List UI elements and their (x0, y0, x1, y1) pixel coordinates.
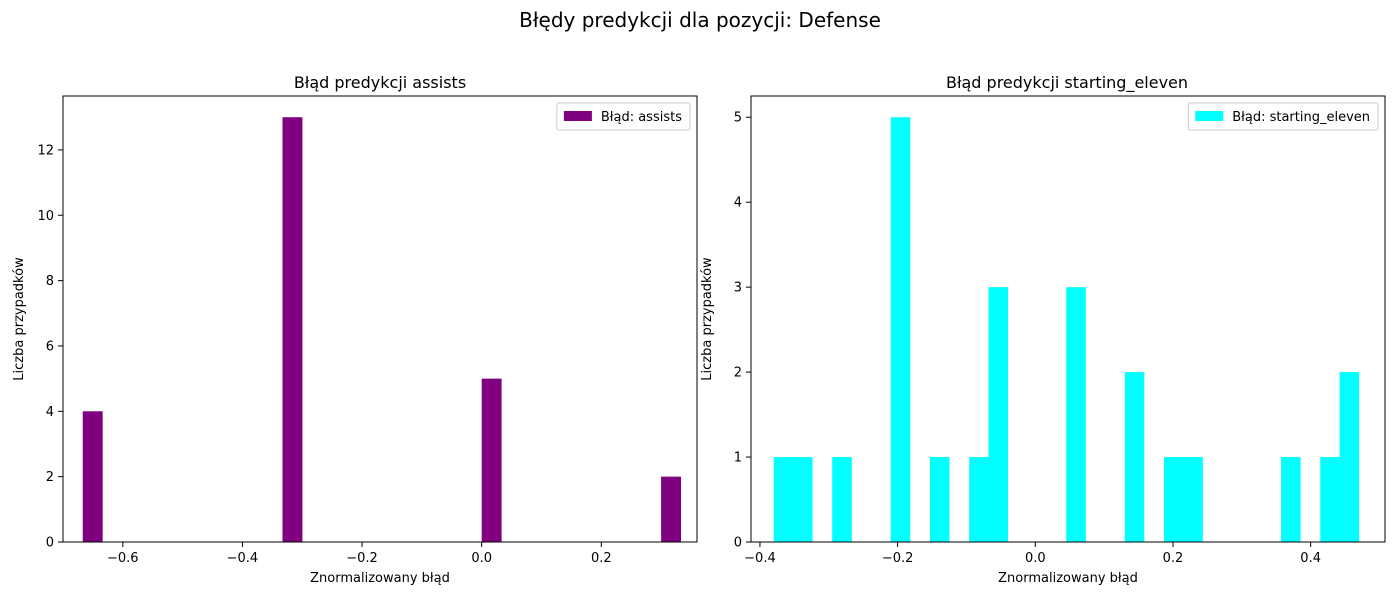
y-tick-label: 12 (37, 143, 54, 158)
subplot-title: Błąd predykcji assists (294, 73, 466, 92)
y-axis-label: Liczba przypadków (12, 257, 27, 381)
histogram-bar (1281, 457, 1301, 542)
histogram-bar (929, 457, 950, 542)
y-tick-label: 10 (37, 209, 54, 224)
x-tick-label: −0.2 (882, 551, 914, 566)
subplot-title: Błąd predykcji starting_eleven (946, 73, 1188, 93)
histogram-bar (832, 457, 852, 542)
legend-swatch (563, 111, 592, 121)
histogram-bar (82, 411, 103, 542)
bar-group (82, 117, 682, 542)
subplot-assists: Błąd predykcji assists −0.6 −0.4 −0.2 0.0 0.… (12, 73, 698, 586)
legend-frame (1187, 102, 1379, 131)
y-tick-label: 2 (734, 366, 742, 381)
y-axis-ticks: 0 1 2 3 4 5 (734, 111, 751, 551)
histogram-bar (969, 457, 989, 542)
y-tick-label: 4 (46, 405, 54, 420)
x-axis-ticks: −0.6 −0.4 −0.2 0.0 0.2 (107, 542, 612, 566)
x-axis-label: Znormalizowany błąd (310, 571, 450, 586)
x-tick-label: −0.6 (107, 551, 139, 566)
y-tick-label: 3 (734, 281, 742, 296)
y-tick-label: 8 (46, 274, 54, 289)
plot-frame (750, 95, 1386, 543)
histogram-bar (890, 117, 911, 542)
legend: Błąd: assists (556, 102, 691, 131)
legend-frame (556, 102, 691, 131)
histogram-bar (1124, 372, 1145, 542)
x-tick-label: 0.2 (1163, 551, 1184, 566)
x-tick-label: 0.0 (471, 551, 492, 566)
y-axis-label: Liczba przypadków (700, 257, 715, 381)
legend-swatch (1195, 111, 1224, 121)
bar-group (773, 117, 1360, 542)
x-tick-label: −0.4 (744, 551, 776, 566)
histogram-bar (773, 457, 794, 542)
y-tick-label: 5 (734, 111, 742, 126)
legend-label: Błąd: assists (601, 110, 682, 125)
y-tick-label: 0 (46, 536, 54, 551)
histogram-bar (1320, 457, 1340, 542)
y-tick-label: 6 (46, 339, 54, 354)
histogram-bar (1339, 372, 1360, 542)
x-tick-label: 0.0 (1025, 551, 1046, 566)
histogram-bar (1164, 457, 1184, 542)
legend: Błąd: starting_eleven (1187, 102, 1379, 131)
y-tick-label: 0 (734, 536, 742, 551)
x-tick-label: 0.4 (1300, 551, 1321, 566)
histogram-bar (1066, 287, 1086, 542)
histogram-bar (792, 457, 813, 542)
y-axis-ticks: 0 2 4 6 8 10 12 (37, 143, 63, 551)
legend-label: Błąd: starting_eleven (1232, 110, 1370, 125)
figure-suptitle: Błędy predykcji dla pozycji: Defense (519, 8, 881, 32)
histogram-bar (661, 476, 682, 542)
histogram-bar (481, 378, 502, 542)
subplot-starting-eleven: Błąd predykcji starting_eleven −0.4 −0.2 0… (700, 73, 1386, 586)
y-tick-label: 2 (46, 470, 54, 485)
x-tick-label: −0.2 (346, 551, 378, 566)
y-tick-label: 4 (734, 196, 742, 211)
y-tick-label: 1 (734, 451, 742, 466)
plot-frame (62, 95, 698, 543)
histogram-bar (282, 117, 303, 542)
x-axis-ticks: −0.4 −0.2 0.0 0.2 0.4 (744, 542, 1321, 566)
histogram-bar (988, 287, 1009, 542)
x-axis-label: Znormalizowany błąd (998, 571, 1138, 586)
x-tick-label: 0.2 (591, 551, 612, 566)
x-tick-label: −0.4 (227, 551, 259, 566)
histogram-bar (1183, 457, 1203, 542)
